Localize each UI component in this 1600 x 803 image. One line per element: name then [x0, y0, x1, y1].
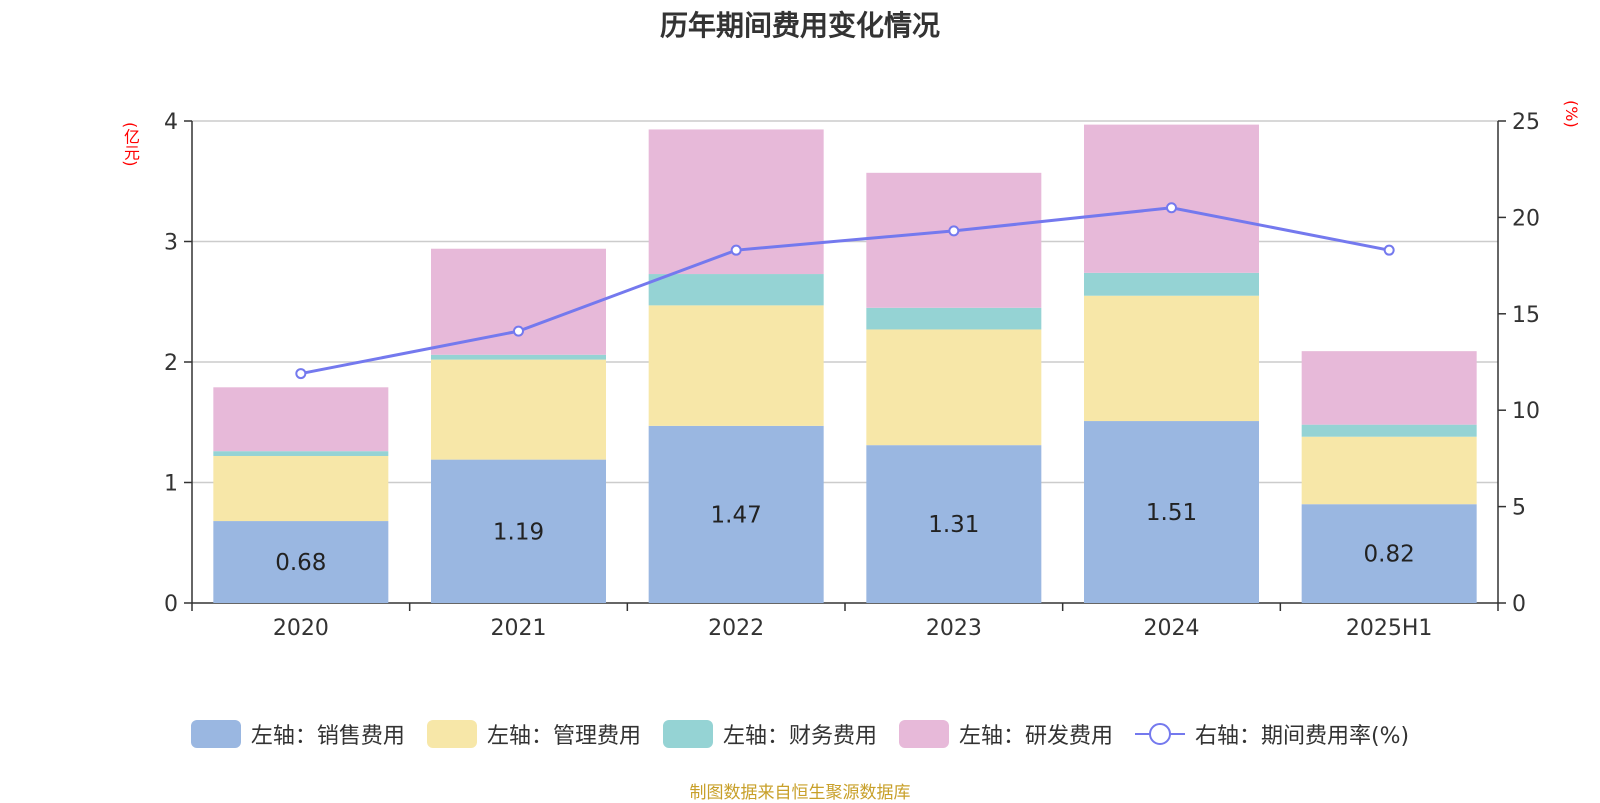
bar-data-label: 1.19 — [493, 519, 544, 545]
rate-point[interactable] — [1166, 202, 1177, 214]
y-left-tick-label: 0 — [164, 592, 178, 617]
bar-data-label: 0.82 — [1364, 542, 1415, 568]
y-right-tick-label: 20 — [1512, 206, 1540, 231]
bar-segment[interactable] — [1301, 504, 1477, 603]
legend-item[interactable]: 左轴：财务费用 — [662, 718, 877, 750]
rate-line — [300, 206, 1390, 376]
bar-segment[interactable] — [866, 445, 1042, 603]
bar-segment[interactable] — [431, 354, 606, 360]
bar-segment[interactable] — [648, 305, 824, 426]
bar-segment[interactable] — [1084, 124, 1259, 273]
legend-label: 左轴：研发费用 — [958, 724, 1113, 749]
bar-segment[interactable] — [431, 459, 606, 603]
bar-segment[interactable] — [213, 387, 389, 452]
bar-segment[interactable] — [1301, 424, 1477, 437]
y-left-tick-label: 1 — [164, 472, 178, 497]
bar-segment[interactable] — [648, 274, 824, 306]
bar-segment[interactable] — [866, 307, 1042, 330]
rate-point[interactable] — [730, 244, 742, 256]
x-tick-label: 2022 — [708, 616, 764, 641]
bar-segment[interactable] — [1301, 351, 1477, 425]
legend-label: 左轴：销售费用 — [250, 724, 405, 749]
y-right-tick-label: 15 — [1512, 303, 1540, 328]
legend-item[interactable]: 左轴：管理费用 — [426, 718, 641, 750]
legend-label: 右轴：期间费用率(%) — [1194, 724, 1410, 749]
legend-swatch — [898, 720, 949, 748]
legend-item[interactable]: 右轴：期间费用率(%) — [1134, 718, 1410, 750]
x-tick-label: 2021 — [491, 616, 547, 641]
y-left-tick-label: 4 — [164, 110, 178, 135]
legend-label: 左轴：财务费用 — [722, 724, 877, 749]
bar-data-label: 1.31 — [928, 512, 979, 538]
rate-point[interactable] — [948, 225, 960, 237]
x-tick-label: 2025H1 — [1346, 616, 1433, 641]
bar-segment[interactable] — [1084, 272, 1259, 296]
bar-segment[interactable] — [213, 451, 389, 456]
x-tick-label: 2023 — [926, 616, 982, 641]
data-source-note: 制图数据来自恒生聚源数据库 — [689, 783, 911, 803]
bar-data-label: 0.68 — [275, 550, 326, 576]
legend-swatch — [1134, 723, 1185, 745]
chart-canvas: 0 1 2 3 4 0 5 10 15 20 25 2020 2021 2022 2023 2024 2025H… — [164, 110, 1540, 641]
bar-segment[interactable] — [1301, 436, 1477, 505]
chart-legend: 左轴：销售费用 左轴：管理费用 左轴：财务费用 左轴：研发费用 右轴：期间费用率(%) — [0, 718, 1600, 750]
y-left-tick-label: 2 — [164, 351, 178, 376]
chart-title: 历年期间费用变化情况 — [659, 9, 940, 42]
left-axis-unit: (亿元) — [121, 122, 140, 167]
bar-segment[interactable] — [1084, 421, 1259, 603]
bar-segment[interactable] — [431, 248, 606, 355]
rate-point[interactable] — [295, 368, 307, 380]
x-tick-label: 2024 — [1144, 616, 1200, 641]
y-right-tick-label: 25 — [1512, 110, 1540, 135]
legend-label: 左轴：管理费用 — [486, 724, 641, 749]
legend-swatch — [426, 720, 477, 748]
rate-point[interactable] — [513, 325, 524, 337]
legend-swatch — [190, 720, 241, 748]
y-right-tick-label: 5 — [1512, 496, 1526, 521]
bar-segment[interactable] — [213, 521, 389, 603]
x-tick-label: 2020 — [273, 616, 329, 641]
bar-segment[interactable] — [213, 455, 389, 522]
right-axis-unit: (%) — [1562, 100, 1581, 128]
bar-segment[interactable] — [866, 329, 1042, 446]
legend-item[interactable]: 左轴：研发费用 — [898, 718, 1113, 750]
bar-segment[interactable] — [431, 359, 606, 460]
y-right-tick-label: 0 — [1512, 592, 1526, 617]
bar-segment[interactable] — [1084, 295, 1259, 422]
legend-item[interactable]: 左轴：销售费用 — [190, 718, 405, 750]
legend-swatch — [662, 720, 713, 748]
bar-segment[interactable] — [866, 172, 1042, 308]
bar-data-label: 1.51 — [1146, 500, 1197, 526]
bar-data-label: 1.47 — [711, 502, 762, 528]
y-left-tick-label: 3 — [164, 231, 178, 256]
y-right-tick-label: 10 — [1512, 399, 1540, 424]
bar-segment[interactable] — [648, 425, 824, 603]
rate-point[interactable] — [1383, 244, 1395, 256]
